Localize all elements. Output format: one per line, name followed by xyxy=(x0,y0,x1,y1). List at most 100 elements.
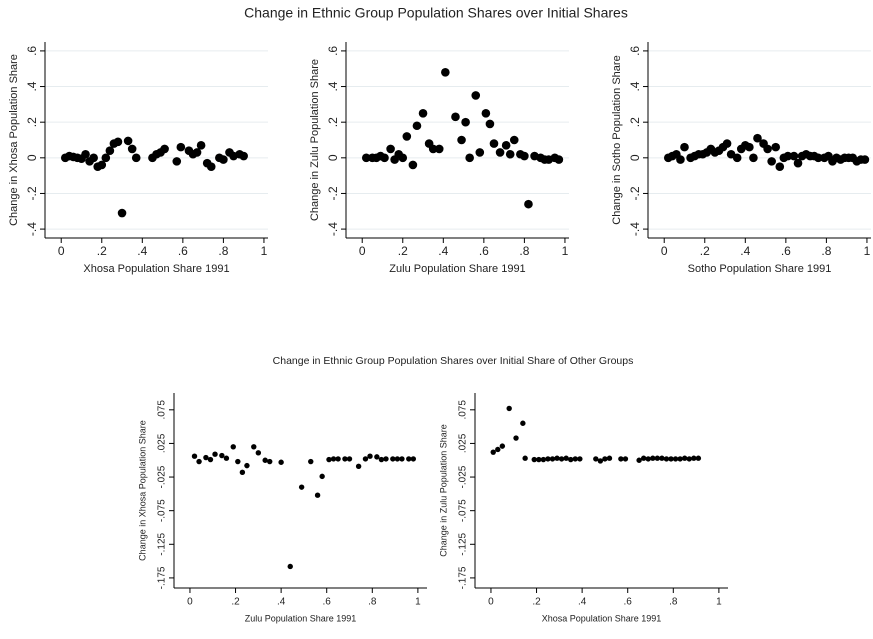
point xyxy=(520,151,529,161)
point xyxy=(355,463,362,469)
point xyxy=(563,455,569,461)
point xyxy=(505,149,515,159)
point xyxy=(386,144,395,154)
point xyxy=(513,435,519,441)
point xyxy=(668,456,674,462)
y-tick-label: -.2 xyxy=(25,186,39,200)
x-tick-label: .2 xyxy=(231,597,240,608)
point xyxy=(428,144,438,154)
x-axis-label: Sotho Population Share 1991 xyxy=(688,263,832,275)
point xyxy=(545,456,551,462)
x-tick-label: .8 xyxy=(519,244,529,258)
y-tick-label: -.4 xyxy=(628,222,642,236)
point xyxy=(410,456,417,462)
x-tick-label: 1 xyxy=(261,244,268,258)
point xyxy=(640,455,647,461)
point xyxy=(399,456,405,462)
point xyxy=(681,455,688,461)
point xyxy=(672,456,679,462)
point xyxy=(262,457,268,463)
x-tick-label: .4 xyxy=(277,597,286,608)
y-tick-label: -.025 xyxy=(458,465,469,488)
point xyxy=(406,456,412,462)
y-tick-label: -.2 xyxy=(628,186,642,200)
y-tick-label: .2 xyxy=(628,117,642,127)
point xyxy=(244,462,250,469)
x-tick-label: .4 xyxy=(740,244,750,258)
y-tick-label: -.175 xyxy=(458,566,469,589)
point xyxy=(593,456,599,462)
point xyxy=(789,151,799,161)
point xyxy=(775,162,785,172)
y-tick-label: -.4 xyxy=(326,222,340,236)
point xyxy=(361,153,371,163)
x-tick-label: .2 xyxy=(97,244,107,258)
point xyxy=(206,162,216,172)
point xyxy=(203,454,209,461)
point xyxy=(622,456,629,462)
point xyxy=(457,135,466,145)
point xyxy=(326,456,332,463)
y-tick-label: .075 xyxy=(157,400,168,420)
point xyxy=(763,144,772,154)
point xyxy=(771,142,781,152)
point xyxy=(793,158,803,168)
point xyxy=(160,144,169,154)
point xyxy=(81,149,90,159)
x-tick-label: .8 xyxy=(368,597,377,608)
point xyxy=(287,563,293,570)
point xyxy=(230,444,236,450)
y-tick-label: -.175 xyxy=(157,566,168,589)
point xyxy=(677,456,683,462)
point xyxy=(549,456,556,462)
y-tick-label: -.125 xyxy=(458,532,469,555)
point xyxy=(441,67,450,77)
point xyxy=(394,456,401,462)
point xyxy=(471,91,481,100)
point xyxy=(219,155,228,164)
y-tick-label: .4 xyxy=(25,81,39,91)
point xyxy=(342,456,348,462)
point xyxy=(362,456,369,462)
x-tick-label: .2 xyxy=(398,244,408,258)
point xyxy=(330,456,337,462)
figure-title: Change in Ethnic Group Population Shares… xyxy=(244,5,628,21)
y-tick-label: 0 xyxy=(25,154,39,161)
point xyxy=(239,151,248,161)
point xyxy=(172,157,182,166)
point xyxy=(434,144,444,154)
y-tick-label: .6 xyxy=(25,46,39,56)
point xyxy=(680,142,689,152)
point xyxy=(131,153,141,163)
point xyxy=(654,455,661,461)
point xyxy=(745,142,754,152)
point xyxy=(572,456,578,462)
point xyxy=(346,456,353,462)
point xyxy=(499,443,506,449)
point xyxy=(461,117,470,127)
x-tick-label: .2 xyxy=(700,244,710,258)
point xyxy=(554,455,560,461)
point xyxy=(783,151,793,161)
point xyxy=(554,155,564,164)
point xyxy=(520,420,526,426)
x-tick-label: .6 xyxy=(323,597,332,608)
x-tick-label: 0 xyxy=(187,597,193,608)
point xyxy=(568,456,574,463)
point xyxy=(860,155,870,164)
y-tick-label: .4 xyxy=(326,81,340,91)
point xyxy=(308,458,314,465)
y-tick-label: -.075 xyxy=(458,499,469,522)
x-tick-label: 0 xyxy=(58,244,65,258)
y-tick-label: -.025 xyxy=(157,465,168,488)
y-tick-label: .6 xyxy=(326,46,340,56)
y-axis-label: Change in Zulu Population Share xyxy=(438,424,448,557)
point xyxy=(127,144,137,154)
y-axis-label: Change in Xhosa Population Share xyxy=(8,54,20,226)
point xyxy=(602,456,608,462)
point xyxy=(235,458,241,465)
point xyxy=(212,451,218,457)
x-tick-label: .2 xyxy=(532,597,541,608)
point xyxy=(335,456,341,462)
point xyxy=(207,456,214,463)
